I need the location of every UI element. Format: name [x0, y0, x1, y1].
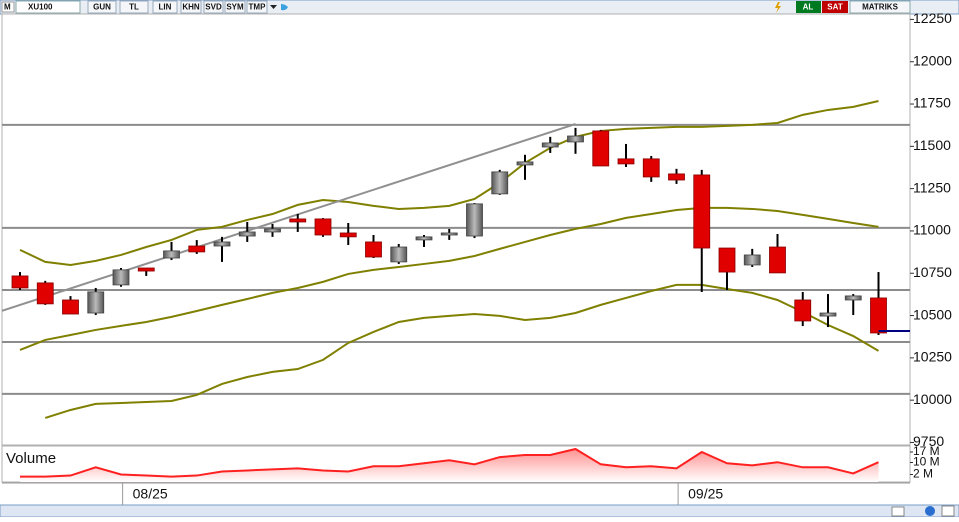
- bollinger-lower: [44, 283, 880, 419]
- candle-body: [188, 245, 206, 253]
- logo-mark: M: [4, 3, 11, 12]
- candle-body: [592, 130, 610, 167]
- candle-body: [567, 135, 584, 143]
- candle-body: [794, 299, 812, 322]
- toolbar-button[interactable]: [180, 0, 202, 14]
- volume-tick-label: 17 M: [913, 444, 940, 458]
- y-tick-label: 9750: [913, 433, 944, 449]
- volume-line: [20, 447, 879, 478]
- candle-body: [617, 158, 635, 165]
- candle-body: [314, 218, 332, 236]
- sell-button[interactable]: [822, 1, 848, 13]
- candle-body: [112, 269, 130, 286]
- refresh-button[interactable]: [925, 506, 935, 516]
- logo: [1, 1, 15, 13]
- candle-body: [769, 246, 786, 274]
- y-tick-label: 11000: [913, 222, 951, 238]
- toolbar-button[interactable]: [119, 0, 149, 14]
- y-tick-label: 10750: [913, 264, 952, 280]
- price-layer: [2, 100, 910, 419]
- candle-body: [844, 295, 862, 301]
- candle-body: [466, 203, 483, 237]
- toolbar-button-label[interactable]: SVD: [205, 3, 222, 12]
- candle-body: [213, 241, 231, 247]
- y-tick-label: 12000: [913, 52, 952, 68]
- buy-button[interactable]: [796, 1, 821, 13]
- candle-body: [339, 232, 357, 238]
- y-tick-label: 11500: [913, 137, 951, 153]
- plot-area: [1, 13, 911, 446]
- candle-body: [36, 282, 54, 305]
- x-tick-label: 08/25: [133, 486, 168, 502]
- candle-body: [137, 267, 155, 272]
- dropdown-arrow[interactable]: [270, 5, 277, 9]
- candle-body: [87, 291, 105, 314]
- candle-body: [516, 161, 534, 166]
- candle-body: [264, 228, 281, 233]
- bollinger-upper: [19, 100, 879, 266]
- toolbar-button-label[interactable]: LIN: [159, 3, 172, 12]
- candle-body: [163, 250, 180, 259]
- candle-body: [440, 232, 458, 236]
- candle-body: [642, 158, 660, 178]
- sell-label[interactable]: SAT: [827, 3, 843, 12]
- trendline: [2, 123, 576, 312]
- bollinger-middle: [19, 206, 879, 351]
- brand[interactable]: MATRIKS: [862, 3, 899, 12]
- volume-tick-label: 2 M: [913, 467, 933, 481]
- candle-body: [62, 299, 79, 315]
- toolbar-button[interactable]: [203, 0, 224, 14]
- candle-body: [718, 247, 736, 273]
- candle-body: [289, 218, 307, 223]
- candle-body: [11, 275, 29, 289]
- scroll-button[interactable]: [891, 506, 905, 517]
- y-tick-label: 10000: [913, 391, 952, 407]
- symbol[interactable]: XU100: [28, 3, 53, 12]
- volume-label: Volume: [6, 450, 56, 467]
- buy-label[interactable]: AL: [803, 3, 814, 12]
- candle-body: [390, 246, 408, 263]
- y-tick-label: 10250: [913, 349, 952, 365]
- settings-button[interactable]: [941, 505, 955, 517]
- candle-body: [365, 241, 382, 258]
- toolbar-button[interactable]: [246, 0, 268, 14]
- flash-icon[interactable]: [775, 2, 781, 13]
- candle-body: [819, 312, 837, 317]
- y-tick-label: 10500: [913, 306, 952, 322]
- volume-area: [20, 449, 879, 482]
- brand-box[interactable]: [849, 0, 911, 14]
- bottom-bar: [0, 504, 959, 518]
- x-tick-label: 09/25: [688, 486, 723, 502]
- candle-body: [693, 174, 711, 249]
- toolbar-button[interactable]: [87, 0, 117, 14]
- toolbar-button-label[interactable]: TL: [129, 3, 139, 12]
- candle-body: [415, 236, 433, 241]
- candle-body: [491, 171, 509, 195]
- toolbar-button[interactable]: [152, 0, 178, 14]
- y-tick-label: 11250: [913, 179, 951, 195]
- toolbar-button-label[interactable]: GUN: [93, 3, 111, 12]
- toolbar-button-label[interactable]: TMP: [249, 3, 267, 12]
- volume-layer: [20, 447, 879, 482]
- volume-tick-label: 10 M: [913, 455, 940, 469]
- candle-body: [668, 173, 685, 181]
- candle-body: [238, 231, 256, 237]
- candle-body: [870, 297, 887, 334]
- y-tick-label: 12250: [913, 10, 952, 26]
- symbol-box[interactable]: [15, 0, 81, 14]
- axes-layer: 12250 12000 11750 11500 11250 11000 10750 10500…: [122, 10, 952, 505]
- candle-body: [541, 142, 559, 148]
- candle-body: [743, 254, 761, 266]
- toolbar-button-label[interactable]: KHN: [182, 3, 200, 12]
- twitter-icon[interactable]: [281, 4, 288, 11]
- toolbar-button-label[interactable]: SYM: [226, 3, 244, 12]
- y-tick-label: 11750: [913, 95, 951, 111]
- toolbar-button[interactable]: [224, 0, 246, 14]
